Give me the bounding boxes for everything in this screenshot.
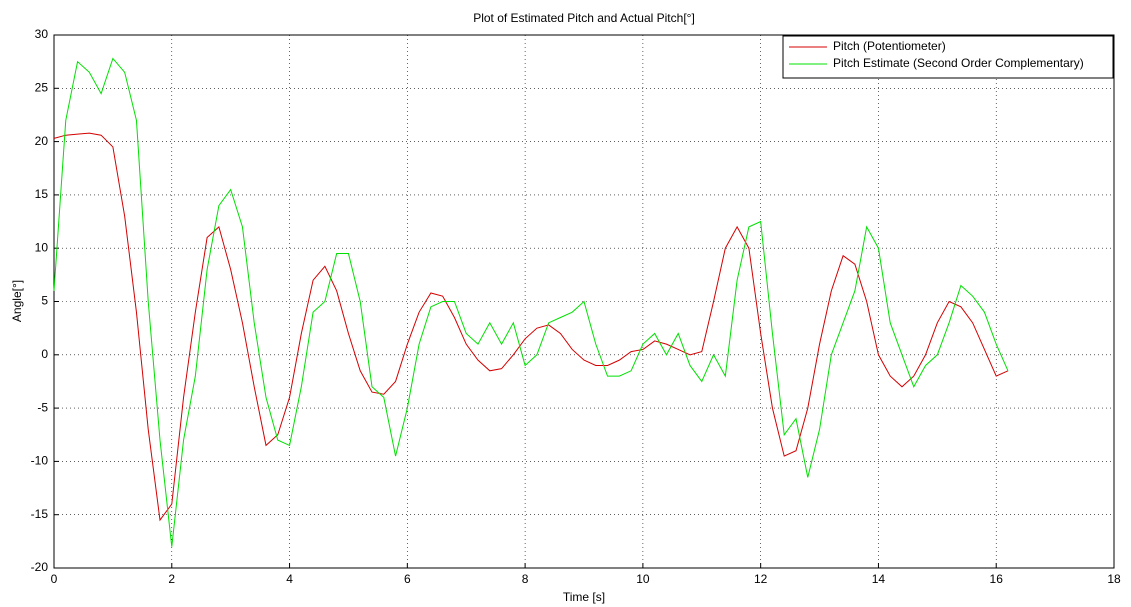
y-tick-label: 15: [35, 187, 49, 201]
x-tick-label: 14: [872, 572, 886, 586]
x-axis-label: Time [s]: [563, 590, 605, 604]
y-tick-label: -20: [31, 560, 49, 574]
legend-box: [782, 35, 1114, 79]
x-tick-label: 0: [51, 572, 58, 586]
x-tick-label: 8: [522, 572, 529, 586]
y-tick-label: 20: [35, 134, 49, 148]
legend-label: Pitch Estimate (Second Order Complementa…: [833, 56, 1084, 70]
y-tick-label: -5: [37, 400, 48, 414]
x-tick-label: 12: [754, 572, 768, 586]
y-tick-label: -10: [31, 454, 49, 468]
y-tick-label: 10: [35, 240, 49, 254]
y-tick-label: -15: [31, 507, 49, 521]
x-tick-label: 18: [1107, 572, 1121, 586]
x-tick-label: 10: [636, 572, 650, 586]
y-tick-label: 30: [35, 27, 49, 41]
y-axis-label: Angle[°]: [10, 280, 24, 322]
x-tick-label: 4: [286, 572, 293, 586]
chart-title: Plot of Estimated Pitch and Actual Pitch…: [473, 11, 695, 25]
x-tick-label: 2: [168, 572, 175, 586]
y-tick-label: 25: [35, 80, 49, 94]
legend-label: Pitch (Potentiometer): [833, 39, 946, 53]
series-line: [53, 57, 1009, 547]
y-tick-label: 5: [41, 294, 48, 308]
x-tick-label: 16: [990, 572, 1004, 586]
x-tick-label: 6: [404, 572, 411, 586]
series-line: [53, 132, 1009, 522]
y-tick-label: 0: [41, 347, 48, 361]
